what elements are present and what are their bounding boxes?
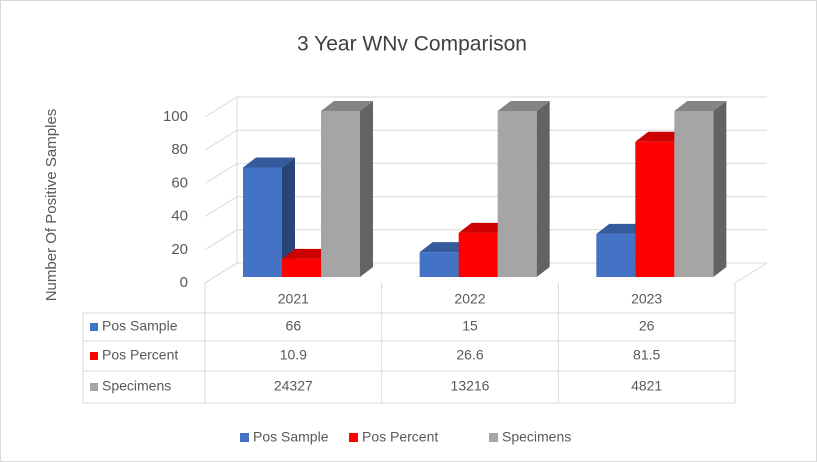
legend-label: Specimens [502,429,571,445]
bar-top [243,157,295,168]
legend-label: Pos Percent [362,429,438,445]
y-tick-label: 100 [163,108,188,125]
bar-front [596,233,636,277]
x-tick-label: 2022 [454,291,485,307]
table-cell: 13216 [451,378,490,394]
bar-side [282,157,295,277]
table-cell: 81.5 [633,347,660,363]
bar-front [321,111,360,277]
grid-line [204,162,767,184]
bar [674,101,727,277]
grid-line [204,196,767,218]
bar-front [635,141,675,277]
table-cell: 24327 [274,378,313,394]
table-row-label: Specimens [102,378,171,394]
table-legend-key [90,383,98,391]
bar-side [536,101,550,277]
table-cell: 4821 [631,378,662,394]
table-cell: 15 [462,318,478,334]
table-cell: 26.6 [456,347,483,363]
x-tick-label: 2021 [278,291,309,307]
bar-top [321,101,373,111]
table-cell: 66 [286,318,302,334]
bar-side [360,101,373,277]
bar-front [419,252,459,277]
table-legend-key [90,323,98,331]
grid-line [204,229,767,251]
bar-front [674,111,714,277]
y-tick-label: 20 [171,241,188,258]
legend-label: Pos Sample [253,429,329,445]
legend-key [349,433,358,442]
chart-title: 3 Year WNv Comparison [297,33,527,56]
y-tick-label: 80 [171,141,188,158]
bar [321,101,373,277]
table-row-label: Pos Percent [102,347,178,363]
y-tick-label: 40 [171,208,188,225]
bar-front [458,232,498,277]
legend-key [240,433,249,442]
grid-line [204,262,767,284]
bar-top [497,101,550,111]
bar-front [282,258,321,277]
legend-key [489,433,498,442]
grid-line [204,96,767,118]
bar-side [713,101,727,277]
bar [243,157,295,277]
table-cell: 26 [639,318,655,334]
grid-line [204,129,767,151]
table-legend-key [90,352,98,360]
table-row-label: Pos Sample [102,318,178,334]
y-tick-label: 0 [180,274,188,291]
bar-front [497,111,537,277]
bar-top [674,101,727,111]
y-axis-title: Number Of Positive Samples [43,109,60,302]
bar [497,101,550,277]
y-tick-label: 60 [171,174,188,191]
table-cell: 10.9 [280,347,307,363]
bar-front [243,167,282,277]
floor-edge [734,262,768,284]
x-tick-label: 2023 [631,291,662,307]
